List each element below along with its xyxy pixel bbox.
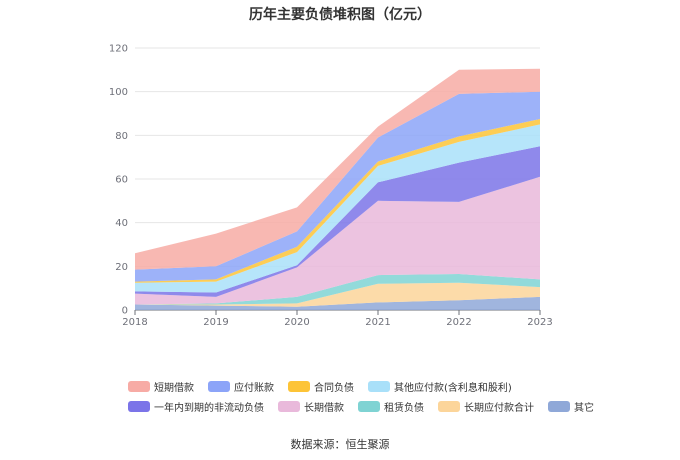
x-tick-label: 2020 [284,317,309,328]
legend-item[interactable]: 其他应付款(含利息和股利) [368,379,512,394]
area-series-其它 [135,296,540,310]
legend-swatch [438,400,460,412]
legend-item[interactable]: 长期应付款合计 [438,399,534,414]
legend-label: 其他应付款(含利息和股利) [394,382,512,394]
area-series-短期借款 [135,68,540,270]
y-tick-label: 40 [115,218,128,229]
legend-swatch [358,400,380,412]
legend-label: 租赁负债 [384,402,424,414]
legend-label: 应付账款 [234,382,274,394]
y-tick-label: 60 [115,175,128,186]
legend-swatch [368,380,390,392]
legend-swatch [288,380,310,392]
legend-item[interactable]: 合同负债 [288,379,354,394]
legend: 短期借款 应付账款 合同负债 其他应付款(含利息和股利) 一年内到期的非流动负债 长期借款… [128,376,594,416]
legend-item[interactable]: 短期借款 [128,379,194,394]
legend-row: 一年内到期的非流动负债 长期借款 租赁负债 长期应付款合计 其它 [128,396,594,416]
legend-label: 一年内到期的非流动负债 [154,402,264,414]
area-series-长期借款 [135,176,540,305]
data-source: 数据来源：恒生聚源 [290,438,390,451]
area-series-应付账款 [135,91,540,282]
area-series-其他应付款(含利息和股利) [135,124,540,293]
legend-swatch [128,380,150,392]
x-tick-label: 2018 [122,317,147,328]
x-tick-label: 2021 [365,317,390,328]
legend-item[interactable]: 应付账款 [208,379,274,394]
legend-label: 合同负债 [314,382,354,394]
area-series-一年内到期的非流动负债 [135,146,540,297]
legend-item[interactable]: 一年内到期的非流动负债 [128,399,264,414]
legend-label: 其它 [574,402,594,414]
legend-row: 短期借款 应付账款 合同负债 其他应付款(含利息和股利) [128,376,588,396]
legend-item[interactable]: 租赁负债 [358,399,424,414]
area-series-租赁负债 [135,274,540,305]
legend-swatch [128,400,150,412]
legend-swatch [208,380,230,392]
x-tick-label: 2022 [446,317,471,328]
y-tick-label: 20 [115,262,128,273]
legend-label: 长期借款 [304,402,344,414]
legend-item[interactable]: 长期借款 [278,399,344,414]
y-tick-label: 100 [109,87,128,98]
y-tick-label: 80 [115,131,128,142]
legend-swatch [548,400,570,412]
x-tick-label: 2023 [527,317,552,328]
legend-item[interactable]: 其它 [548,399,594,414]
chart-title: 历年主要负债堆积图（亿元） [249,7,431,23]
x-tick-label: 2019 [203,317,228,328]
area-series-长期应付款合计 [135,282,540,307]
legend-label: 短期借款 [154,382,194,394]
y-tick-label: 0 [122,306,128,317]
legend-swatch [278,400,300,412]
y-tick-label: 120 [109,44,128,55]
legend-label: 长期应付款合计 [464,402,534,414]
